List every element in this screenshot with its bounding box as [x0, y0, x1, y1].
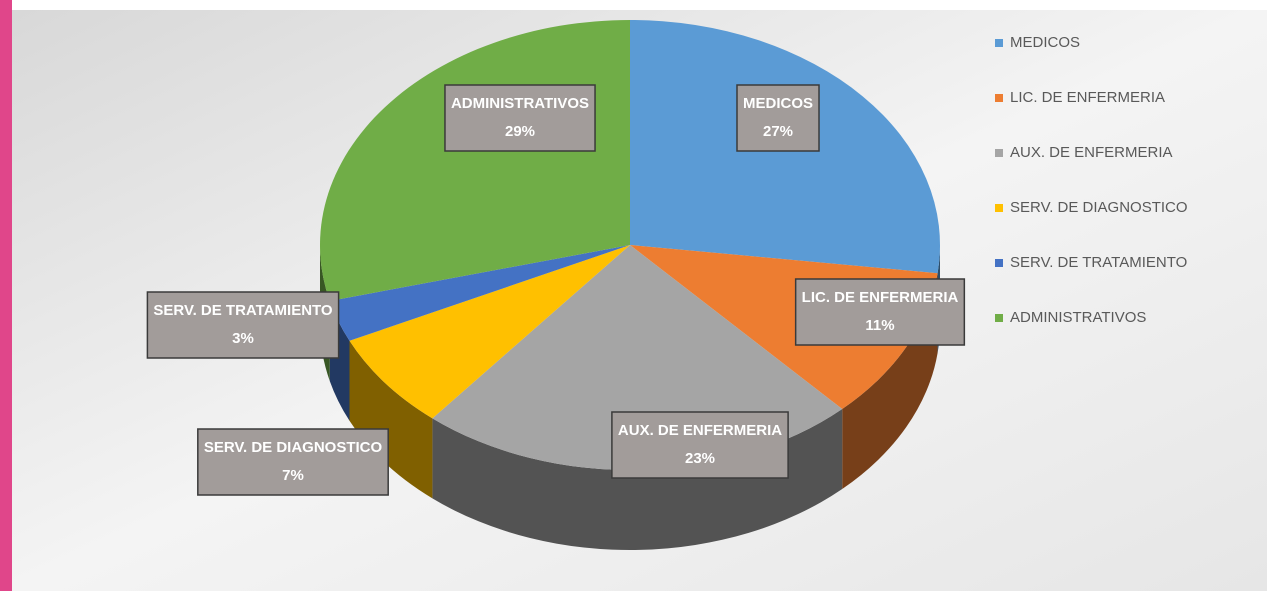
label-value: 23%: [685, 450, 715, 467]
legend-swatch: [995, 314, 1003, 322]
legend-swatch: [995, 259, 1003, 267]
label-box: [197, 428, 389, 496]
data-label: SERV. DE DIAGNOSTICO 7%: [197, 428, 389, 496]
label-category: SERV. DE DIAGNOSTICO: [204, 439, 383, 456]
label-box: [794, 278, 966, 346]
legend-label: SERV. DE DIAGNOSTICO: [1010, 199, 1188, 216]
legend-swatch: [995, 149, 1003, 157]
legend-label: LIC. DE ENFERMERIA: [1010, 89, 1165, 106]
label-value: 3%: [232, 330, 254, 347]
legend-label: ADMINISTRATIVOS: [1010, 309, 1146, 326]
label-value: 27%: [763, 123, 793, 140]
data-label: MEDICOS 27%: [736, 84, 820, 152]
label-box: [611, 411, 789, 479]
label-value: 29%: [505, 123, 535, 140]
slice-side: [349, 340, 433, 499]
side-strip: [0, 0, 12, 591]
legend-swatch: [995, 39, 1003, 47]
legend-label: MEDICOS: [1010, 34, 1080, 51]
legend-swatch: [995, 94, 1003, 102]
label-category: LIC. DE ENFERMERIA: [802, 289, 959, 306]
legend-label: SERV. DE TRATAMIENTO: [1010, 254, 1187, 271]
label-category: SERV. DE TRATAMIENTO: [153, 302, 333, 319]
legend-label: AUX. DE ENFERMERIA: [1010, 144, 1173, 161]
label-box: [146, 291, 340, 359]
label-category: AUX. DE ENFERMERIA: [618, 422, 782, 439]
slice: [349, 245, 630, 419]
label-value: 7%: [282, 467, 304, 484]
legend-swatch: [995, 204, 1003, 212]
data-label: ADMINISTRATIVOS 29%: [444, 84, 596, 152]
data-label: SERV. DE TRATAMIENTO 3%: [146, 291, 340, 359]
slice: [329, 245, 630, 341]
label-value: 11%: [865, 317, 894, 334]
label-box: [444, 84, 596, 152]
data-label: LIC. DE ENFERMERIA 11%: [794, 278, 966, 346]
slice-side: [842, 273, 938, 490]
label-category: MEDICOS: [743, 95, 813, 112]
slice-side: [432, 409, 843, 550]
label-box: [736, 84, 820, 152]
data-labels: MEDICOS 27% LIC. DE ENFERMERIA 11% AUX. DE E…: [146, 84, 966, 496]
label-category: ADMINISTRATIVOS: [451, 95, 589, 112]
legend: MEDICOS LIC. DE ENFERMERIA AUX. DE ENFERME…: [995, 34, 1188, 326]
data-label: AUX. DE ENFERMERIA 23%: [611, 411, 789, 479]
